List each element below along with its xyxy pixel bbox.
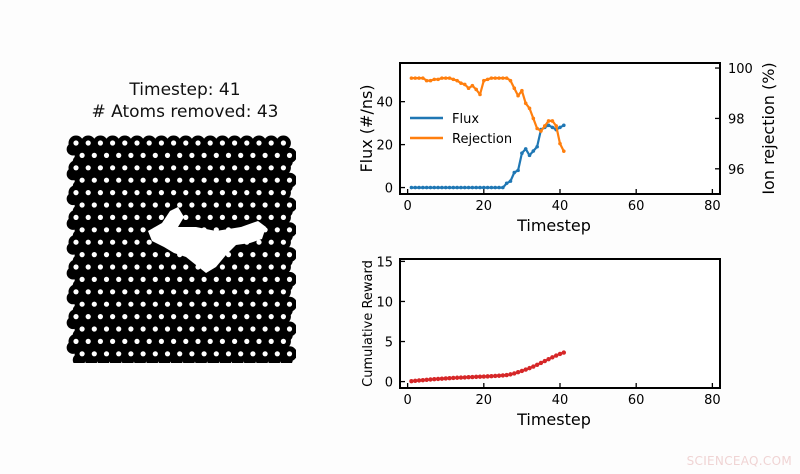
svg-text:Timestep: Timestep: [516, 410, 591, 429]
svg-text:98: 98: [728, 112, 745, 127]
svg-text:Ion rejection (%): Ion rejection (%): [759, 62, 778, 194]
svg-text:20: 20: [476, 393, 493, 408]
svg-text:60: 60: [628, 199, 645, 214]
svg-text:5: 5: [385, 336, 393, 351]
svg-text:0: 0: [403, 199, 411, 214]
svg-text:40: 40: [552, 199, 569, 214]
svg-text:40: 40: [376, 96, 393, 111]
svg-text:80: 80: [704, 199, 721, 214]
svg-text:20: 20: [376, 139, 393, 154]
svg-text:Cumulative Reward: Cumulative Reward: [361, 260, 376, 387]
svg-text:0: 0: [385, 376, 393, 391]
svg-text:10: 10: [376, 295, 393, 310]
svg-text:0: 0: [385, 182, 393, 197]
atoms-removed-label: # Atoms removed: 43: [91, 102, 279, 122]
svg-text:60: 60: [628, 393, 645, 408]
svg-text:96: 96: [728, 163, 745, 178]
timestep-label: Timestep: 41: [129, 80, 241, 100]
watermark: SCIENCEAQ.COM: [686, 454, 792, 468]
svg-text:20: 20: [476, 199, 493, 214]
svg-text:40: 40: [552, 393, 569, 408]
graphene-lattice: [66, 135, 296, 363]
svg-text:Timestep: Timestep: [516, 216, 591, 235]
svg-text:Flux (#/ns): Flux (#/ns): [357, 84, 376, 172]
flux-rejection-chart: 0 20 40 60 80 Timestep 0 20 40 96 98 100 Flux (#/ns)…: [357, 62, 778, 235]
svg-text:15: 15: [376, 255, 393, 270]
svg-text:100: 100: [728, 62, 753, 77]
svg-text:Rejection: Rejection: [452, 132, 512, 147]
svg-text:80: 80: [704, 393, 721, 408]
svg-text:Flux: Flux: [452, 112, 479, 127]
svg-text:0: 0: [403, 393, 411, 408]
